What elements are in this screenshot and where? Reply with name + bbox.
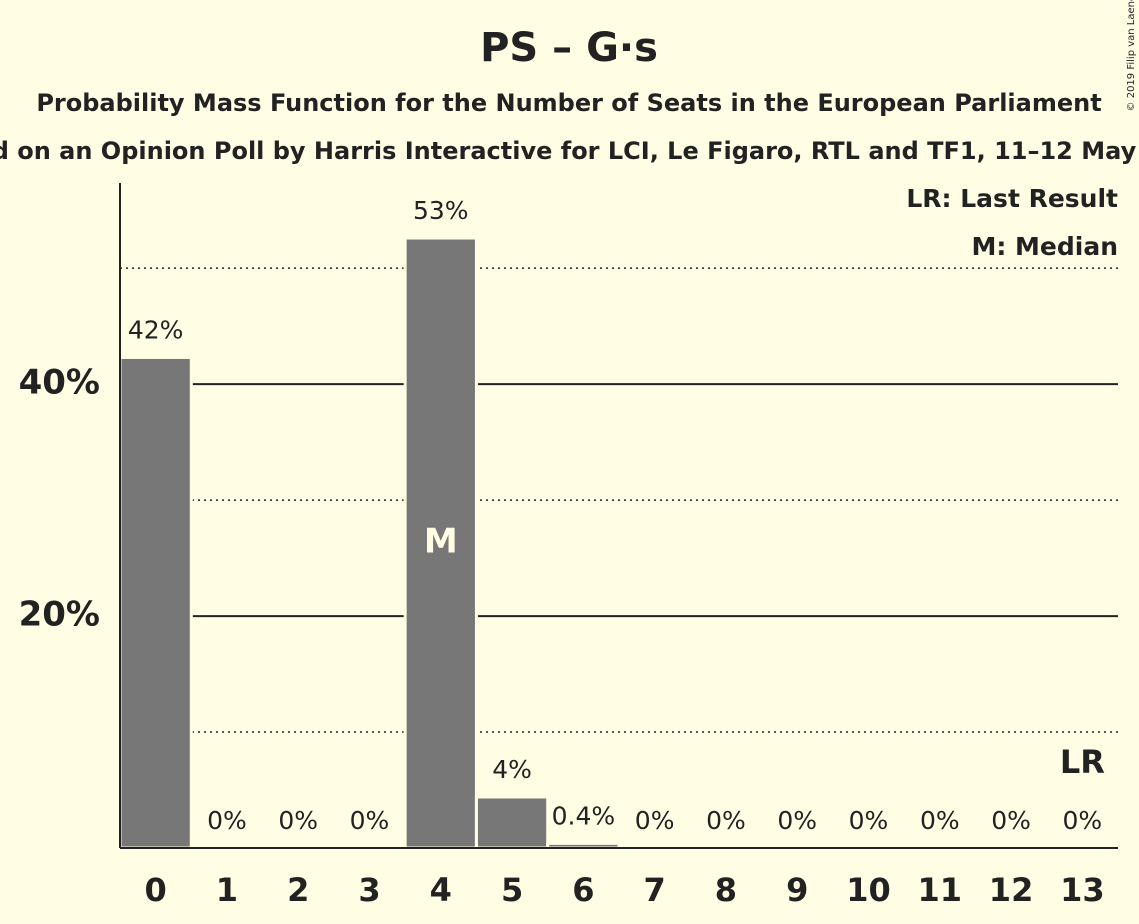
last-result-marker: LR (1060, 743, 1105, 781)
value-label: 0.4% (552, 801, 616, 830)
legend-entry: M: Median (971, 232, 1118, 261)
x-tick-label: 0 (145, 871, 167, 909)
x-tick-label: 3 (358, 871, 380, 909)
legend-entry: LR: Last Result (906, 184, 1118, 213)
x-tick-label: 8 (715, 871, 737, 909)
value-label: 0% (1063, 806, 1103, 835)
value-label: 53% (413, 196, 469, 225)
value-label: 0% (920, 806, 960, 835)
value-label: 0% (207, 806, 247, 835)
value-label: 0% (706, 806, 746, 835)
y-tick-label: 40% (19, 363, 100, 403)
x-tick-label: 9 (786, 871, 808, 909)
x-tick-label: 10 (846, 871, 891, 909)
x-tick-label: 2 (287, 871, 309, 909)
x-tick-label: 1 (216, 871, 238, 909)
x-tick-label: 11 (918, 871, 963, 909)
value-label: 0% (350, 806, 390, 835)
value-label: 0% (635, 806, 675, 835)
bar (118, 355, 193, 850)
value-label: 0% (849, 806, 889, 835)
x-tick-label: 5 (501, 871, 523, 909)
bar (474, 795, 550, 850)
chart-subtitle: Probability Mass Function for the Number… (36, 89, 1101, 117)
value-label: 0% (777, 806, 817, 835)
chart-subtitle: Based on an Opinion Poll by Harris Inter… (0, 137, 1139, 165)
y-tick-label: 20% (19, 595, 100, 635)
x-tick-label: 6 (572, 871, 594, 909)
median-marker: M (424, 522, 458, 562)
x-tick-label: 13 (1060, 871, 1105, 909)
value-label: 0% (991, 806, 1031, 835)
x-tick-label: 12 (989, 871, 1034, 909)
chart-title: PS – G·s (480, 25, 658, 71)
x-tick-label: 7 (644, 871, 666, 909)
copyright: © 2019 Filip van Laenen (1126, 0, 1137, 111)
value-label: 4% (492, 755, 532, 784)
value-label: 0% (278, 806, 318, 835)
value-label: 42% (128, 315, 184, 344)
x-tick-label: 4 (430, 871, 452, 909)
